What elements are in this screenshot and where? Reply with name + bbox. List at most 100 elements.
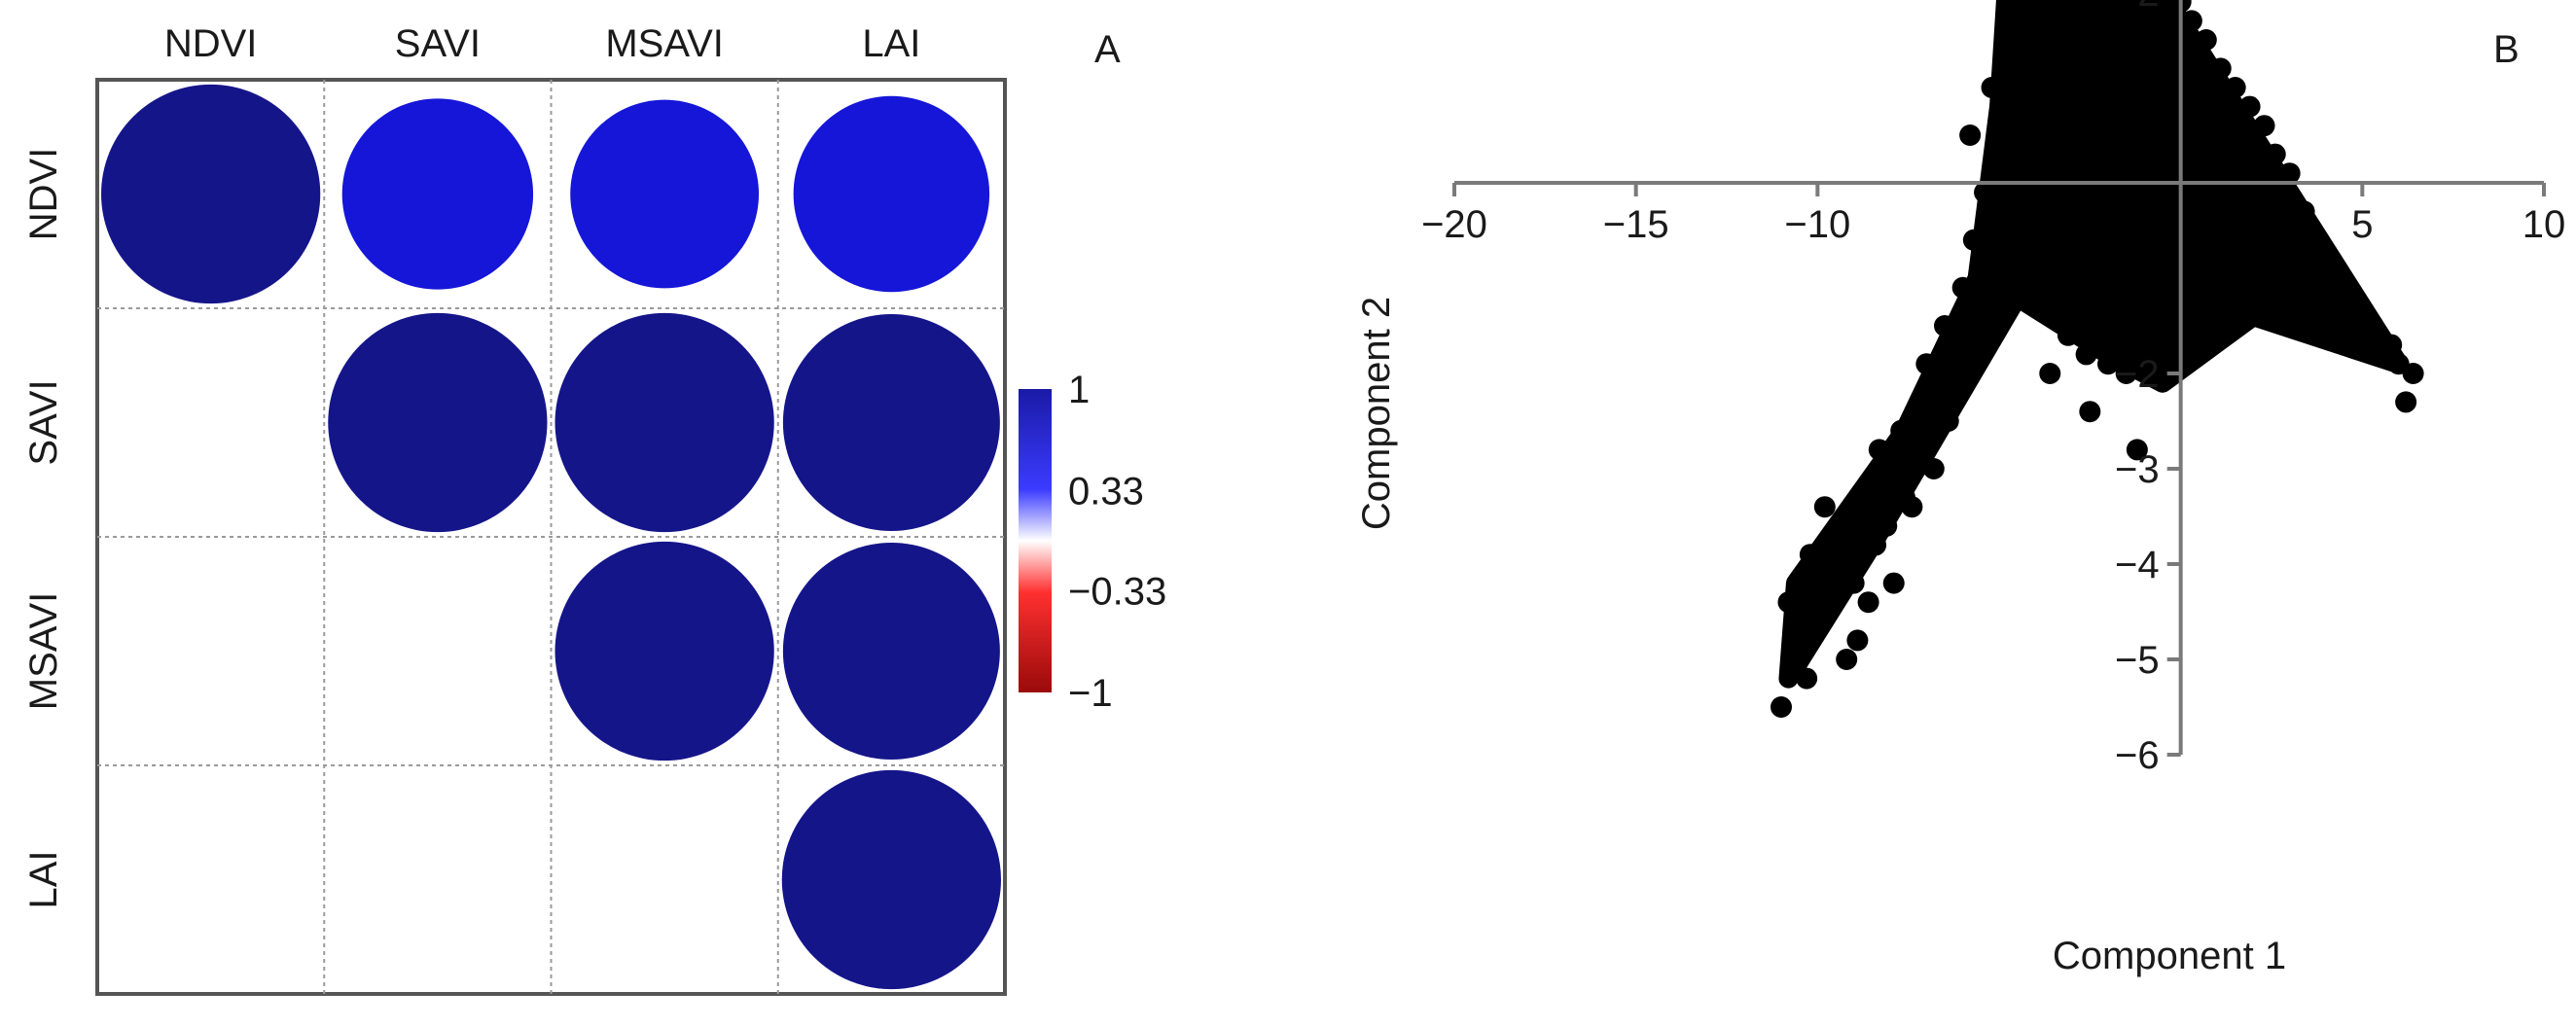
column-label-lai: LAI bbox=[862, 22, 920, 65]
scatter-point bbox=[1970, 296, 1992, 318]
scatter-point bbox=[2257, 267, 2279, 289]
y-tick-label: −5 bbox=[2115, 639, 2160, 682]
column-labels: NDVI SAVI MSAVI LAI bbox=[164, 22, 921, 65]
column-label-savi: SAVI bbox=[395, 22, 481, 65]
y-tick-label: −3 bbox=[2115, 448, 2160, 491]
scatter-point bbox=[2402, 363, 2424, 384]
scatter-point bbox=[2278, 276, 2301, 299]
scatter-point bbox=[2133, 343, 2156, 366]
x-tick-label: −10 bbox=[1784, 203, 1850, 246]
scatter-point bbox=[2224, 77, 2246, 98]
scatter-point bbox=[1876, 514, 1898, 537]
scatter-point bbox=[2347, 296, 2370, 318]
scatter-point bbox=[2238, 95, 2261, 118]
corr-circle-ndvi-msavi bbox=[570, 99, 760, 289]
scatter-point bbox=[2195, 305, 2217, 328]
x-tick-label: −20 bbox=[1421, 203, 1487, 246]
y-tick-label: −4 bbox=[2115, 544, 2160, 586]
scatter-point bbox=[1988, 210, 2010, 232]
scatter-point bbox=[2180, 10, 2202, 32]
scatter-point bbox=[1901, 496, 1923, 518]
scatter-point bbox=[1771, 696, 1792, 718]
panel-label-b: B bbox=[2493, 28, 2520, 71]
colorbar-tick-label: 1 bbox=[1068, 369, 1090, 411]
scatter-point bbox=[2195, 29, 2217, 51]
scatter-point bbox=[1974, 181, 1996, 203]
scatter-point bbox=[2253, 115, 2275, 137]
colorbar-tick-label: 0.33 bbox=[1068, 471, 1144, 514]
colorbar-tick-labels: 1 0.33 −0.33 −1 bbox=[1068, 369, 1166, 715]
corr-circle-ndvi-lai bbox=[793, 95, 990, 293]
colorbar-tick-label: −0.33 bbox=[1068, 570, 1166, 613]
row-label-savi: SAVI bbox=[22, 379, 65, 465]
scatter-point bbox=[1843, 572, 1865, 594]
scatter-point bbox=[1945, 381, 1967, 404]
scatter-point bbox=[2148, 324, 2170, 346]
pca-scatter-panel: B −20 −15 −10 5 10 2 −2 −3 −4 −5 −6 Component 1 Co… bbox=[1355, 0, 2565, 977]
scatter-point bbox=[2395, 391, 2417, 413]
scatter-point bbox=[1955, 334, 1978, 356]
scatter-point bbox=[1981, 77, 2003, 98]
scatter-point bbox=[1937, 410, 1959, 432]
scatter-point bbox=[2333, 276, 2355, 299]
corr-circle-ndvi-savi bbox=[341, 98, 534, 290]
correlation-circles bbox=[101, 84, 1001, 990]
corr-circle-msavi-msavi bbox=[555, 541, 774, 761]
scatter-point bbox=[2293, 200, 2315, 223]
scatter-point bbox=[1934, 315, 1955, 336]
scatter-point bbox=[2304, 286, 2326, 308]
scatter-point bbox=[1959, 124, 1982, 146]
colorbar bbox=[1019, 389, 1052, 692]
scatter-point bbox=[1995, 95, 2018, 118]
y-tick-label: −2 bbox=[2115, 353, 2160, 396]
scatter-point bbox=[2213, 286, 2236, 308]
scatter-point-cloud bbox=[1778, 0, 2409, 689]
scatter-point bbox=[1879, 458, 1901, 479]
scatter-point bbox=[1922, 458, 1945, 479]
scatter-point bbox=[2380, 334, 2403, 356]
scatter-point bbox=[1846, 629, 1869, 652]
row-label-ndvi: NDVI bbox=[22, 148, 65, 241]
panel-label-a: A bbox=[1094, 28, 1121, 71]
row-label-msavi: MSAVI bbox=[22, 592, 65, 711]
scatter-point bbox=[2355, 324, 2378, 346]
scatter-point bbox=[2126, 439, 2148, 461]
corr-circle-ndvi-ndvi bbox=[101, 84, 321, 304]
scatter-point bbox=[1962, 229, 1985, 251]
scatter-point bbox=[2075, 343, 2097, 366]
scatter-point bbox=[1865, 534, 1887, 556]
scatter-point bbox=[1853, 506, 1876, 527]
scatter-point bbox=[1977, 258, 1999, 280]
scatter-point bbox=[1868, 439, 1890, 461]
scatter-axes: −20 −15 −10 5 10 2 −2 −3 −4 −5 −6 bbox=[1421, 0, 2565, 777]
scatter-point bbox=[2264, 143, 2286, 165]
correlation-matrix-panel: A NDVI SAVI MSAVI LAI NDVI SAVI MSAVI LAI 1 0.3… bbox=[22, 22, 1166, 996]
corr-circle-msavi-lai bbox=[782, 543, 1000, 760]
matrix-grid bbox=[97, 80, 1005, 994]
scatter-point bbox=[1796, 667, 1818, 690]
column-label-msavi: MSAVI bbox=[605, 22, 724, 65]
y-tick-label: −6 bbox=[2115, 734, 2160, 777]
scatter-point bbox=[1836, 649, 1858, 670]
scatter-point bbox=[2057, 324, 2079, 346]
colorbar-tick-label: −1 bbox=[1068, 672, 1113, 715]
scatter-point bbox=[1919, 391, 1942, 413]
scatter-point bbox=[2318, 258, 2341, 280]
x-tick-label: −15 bbox=[1603, 203, 1669, 246]
column-label-ndvi: NDVI bbox=[164, 22, 258, 65]
scatter-point bbox=[2209, 57, 2232, 80]
row-label-lai: LAI bbox=[22, 850, 65, 908]
scatter-point bbox=[1777, 591, 1800, 614]
scatter-point bbox=[1951, 276, 1974, 299]
x-axis-label: Component 1 bbox=[2053, 935, 2286, 977]
scatter-point bbox=[2235, 267, 2257, 289]
scatter-point bbox=[2329, 296, 2351, 318]
scatter-point bbox=[2039, 363, 2061, 384]
scatter-point bbox=[2115, 363, 2137, 384]
scatter-point bbox=[2308, 229, 2330, 251]
scatter-point bbox=[1792, 629, 1814, 652]
scatter-point bbox=[1882, 572, 1905, 594]
y-tick-label: 2 bbox=[2137, 0, 2159, 15]
x-tick-label: 5 bbox=[2351, 203, 2373, 246]
